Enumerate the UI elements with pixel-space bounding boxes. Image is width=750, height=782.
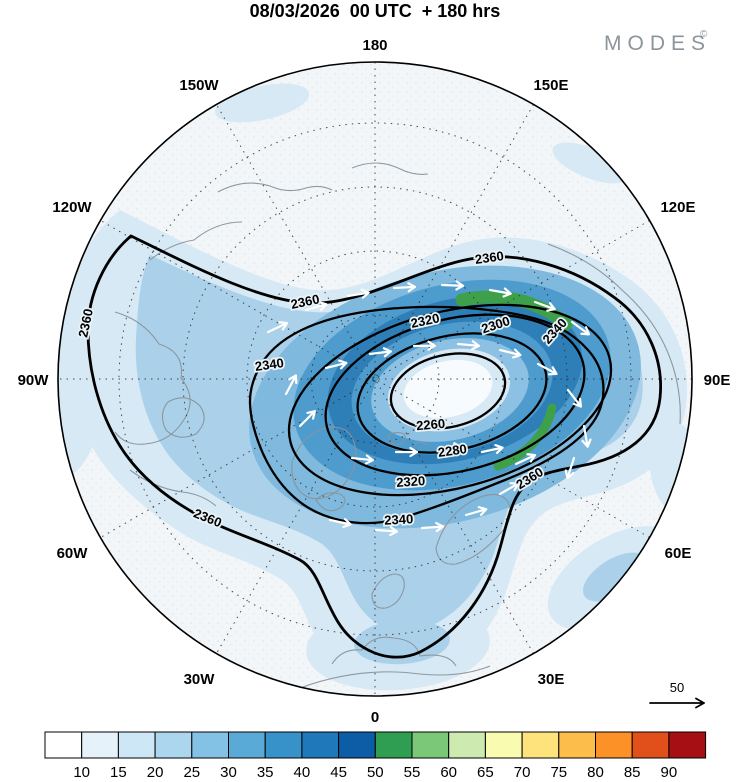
colorbar-cell [191,731,230,759]
colorbar-tick-label: 30 [220,764,237,781]
meridian-label: 0 [371,709,379,726]
colorbar-tick-label: 90 [661,764,678,781]
coastline [351,162,429,175]
contour-label: 2340 [254,355,285,374]
shading-white-core [403,359,493,419]
colorbar-tick-label: 70 [514,764,531,781]
colorbar-cell [264,731,303,759]
height-contour-2300 [324,313,586,477]
colorbar-tick-label: 25 [183,764,200,781]
coastline [161,397,205,438]
colorbar-cell [448,731,486,759]
meridian-labels: 180 150E 120E 90E 60E 30E 0 30W 60W 90W … [18,37,731,726]
parallel-circle [182,186,568,572]
wind-scale-label: 50 [670,680,684,695]
parallel-circle [246,250,504,508]
colorbar-cell [668,731,707,759]
colorbar-cell [558,731,596,759]
brand-copyright-icon: © [700,29,708,40]
meridian-label: 150W [179,77,219,94]
map-title: 08/03/2026 00 UTC + 180 hrs [250,1,501,21]
contour-label: 2360 [474,248,505,267]
colorbar-tick-label: 40 [294,764,311,781]
contour-label: 2340 [384,511,414,527]
colorbar-cell [411,731,450,759]
wind-scale-arrow-icon [649,697,705,709]
colorbar-tick-label: 80 [587,764,604,781]
colorbar-tick-label: 50 [367,764,384,781]
colorbar-tick-label: 55 [404,764,421,781]
coastline [413,441,429,447]
coastline [217,182,333,193]
colorbar-tick-label: 60 [440,764,457,781]
meridian-label: 30W [184,671,216,688]
meridian-label: 120W [52,199,92,216]
colorbar-cell [595,731,633,759]
colorbar-cell [338,731,376,759]
height-contours [86,234,662,659]
coastline [129,469,217,507]
height-contour-2360 [86,234,662,659]
wind-scale: 50 [649,680,705,709]
colorbar-cell [81,731,119,759]
coastline [387,431,406,445]
colorbar-cell [228,731,266,759]
meridian-label: 60W [57,545,89,562]
meridian-label: 150E [533,77,568,94]
height-contour-2260 [389,352,507,430]
map-area [58,62,692,696]
contour-label: 2280 [437,441,468,460]
colorbar-cell [154,731,193,759]
shading-patch [552,142,628,184]
colorbar-tick-label: 15 [110,764,127,781]
graticule [58,62,692,696]
brand-logo: MODES [604,32,711,55]
colorbar: 10 15 20 25 30 35 40 45 50 55 60 65 70 7… [44,731,707,781]
colorbar-tick-label: 10 [73,764,90,781]
colorbar-tick-label: 65 [477,764,494,781]
height-contour-2340 [248,305,605,525]
colorbar-tick-label: 20 [147,764,164,781]
parallel-circle [118,122,632,636]
colorbar-cell [44,731,83,759]
height-contour-2280 [356,332,548,454]
height-contour-2320 [287,303,613,497]
colorbar-cell [117,731,156,759]
colorbar-cell [301,731,340,759]
map-boundary-circle [57,61,693,697]
meridian-label: 180 [362,37,387,54]
colorbar-tick-label: 75 [550,764,567,781]
colorbar-cell [631,731,670,759]
colorbar-cell [484,731,523,759]
meridian-label: 60E [665,545,692,562]
colorbar-tick-label: 45 [330,764,347,781]
meridian-label: 90E [704,372,731,389]
coastline [114,311,191,445]
coastline [299,665,491,689]
contour-label: 2260 [416,416,446,433]
meridian-label: 120E [660,199,695,216]
coastline [371,573,405,609]
contour-label: 2320 [396,473,426,490]
meridian-label: 30E [538,671,565,688]
coastline [291,426,357,500]
coastline [331,636,457,667]
colorbar-tick-label: 35 [257,764,274,781]
meridian-label: 90W [18,372,50,389]
coastline [547,243,681,425]
coastline [315,492,346,512]
colorbar-cell [374,731,413,759]
colorbar-cell [521,731,560,759]
colorbar-tick-label: 85 [624,764,641,781]
parallel-circle [310,314,440,444]
